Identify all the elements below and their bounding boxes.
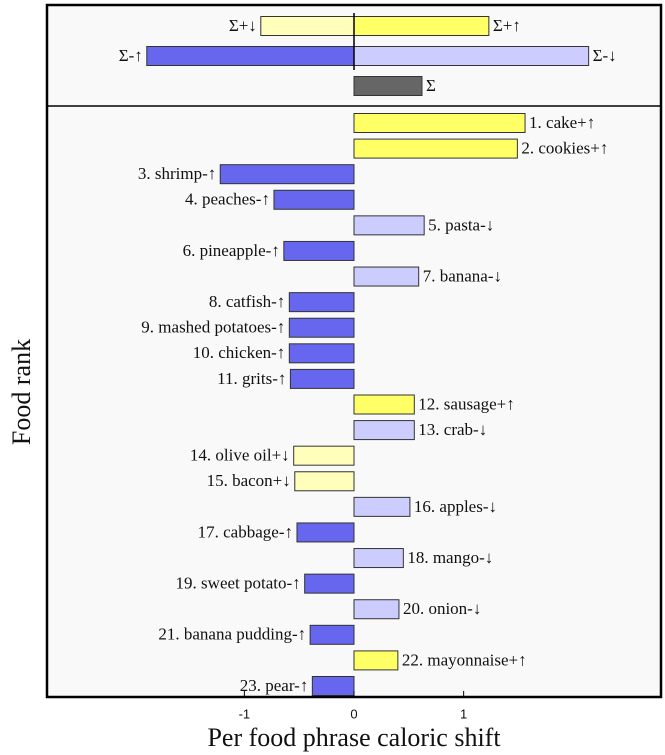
bar-label: 9. mashed potatoes-↑ xyxy=(141,318,285,337)
bar xyxy=(294,471,355,492)
bar xyxy=(353,650,399,671)
y-axis-label: Food rank xyxy=(7,339,36,445)
bar xyxy=(353,420,415,441)
bar xyxy=(273,189,355,210)
bar xyxy=(219,164,355,185)
summary-bar xyxy=(353,46,590,66)
summary-bar-label: Σ-↓ xyxy=(593,46,617,65)
bar-label: 12. sausage+↑ xyxy=(418,394,514,413)
plot-frame xyxy=(45,3,663,699)
summary-bar xyxy=(353,76,423,96)
bar-label: 3. shrimp-↑ xyxy=(138,164,216,183)
x-tick-label: 1 xyxy=(460,706,467,721)
bar-label: 5. pasta-↓ xyxy=(428,215,494,234)
bar xyxy=(353,215,425,236)
bar xyxy=(309,624,355,645)
summary-bar xyxy=(146,46,355,66)
bar-label: 21. banana pudding-↑ xyxy=(158,625,306,644)
bar xyxy=(289,368,355,389)
bar-label: 20. onion-↓ xyxy=(403,599,481,618)
summary-bar-label: Σ-↑ xyxy=(119,46,143,65)
bar-label: 15. bacon+↓ xyxy=(207,471,291,490)
summary-bar xyxy=(260,16,355,36)
bar-label: 1. cake+↑ xyxy=(529,113,595,132)
bar-label: 6. pineapple-↑ xyxy=(183,241,280,260)
bar xyxy=(353,266,420,287)
bar-label: 8. catfish-↑ xyxy=(209,292,285,311)
bar xyxy=(353,548,404,569)
bar-label: 2. cookies+↑ xyxy=(521,138,608,157)
bar xyxy=(353,138,518,159)
summary-bar xyxy=(353,16,490,36)
x-axis-label: Per food phrase caloric shift xyxy=(207,723,501,752)
bar xyxy=(353,113,526,133)
bar xyxy=(311,676,355,696)
bar xyxy=(288,343,355,364)
bar xyxy=(304,573,355,594)
bar-label: 19. sweet potato-↑ xyxy=(176,574,301,593)
bar-label: 4. peaches-↑ xyxy=(185,190,270,209)
summary-bar-label: Σ xyxy=(426,76,436,95)
bar-label: 18. mango-↓ xyxy=(407,548,493,567)
bar-label: 7. banana-↓ xyxy=(423,266,502,285)
bar xyxy=(353,394,415,415)
summary-bar-label: Σ+↓ xyxy=(229,16,257,35)
bar xyxy=(293,445,355,466)
x-tick-label: -1 xyxy=(239,706,251,721)
bar xyxy=(283,240,355,261)
bar-label: 10. chicken-↑ xyxy=(193,343,286,362)
bar-label: 17. cabbage-↑ xyxy=(198,522,293,541)
bar-label: 16. apples-↓ xyxy=(414,497,497,516)
bar-label: 13. crab-↓ xyxy=(418,420,487,439)
summary-bar-label: Σ+↑ xyxy=(493,16,521,35)
bar-label: 14. olive oil+↓ xyxy=(190,446,290,465)
bar-label: 22. mayonnaise+↑ xyxy=(402,650,527,669)
x-tick-label: 0 xyxy=(350,706,357,721)
bar xyxy=(296,522,355,543)
bar-label: 11. grits-↑ xyxy=(217,369,286,388)
bar xyxy=(288,317,355,338)
bar xyxy=(353,599,400,620)
bar xyxy=(353,496,411,517)
bar-label: 23. pear-↑ xyxy=(240,676,309,695)
bar xyxy=(288,292,355,313)
